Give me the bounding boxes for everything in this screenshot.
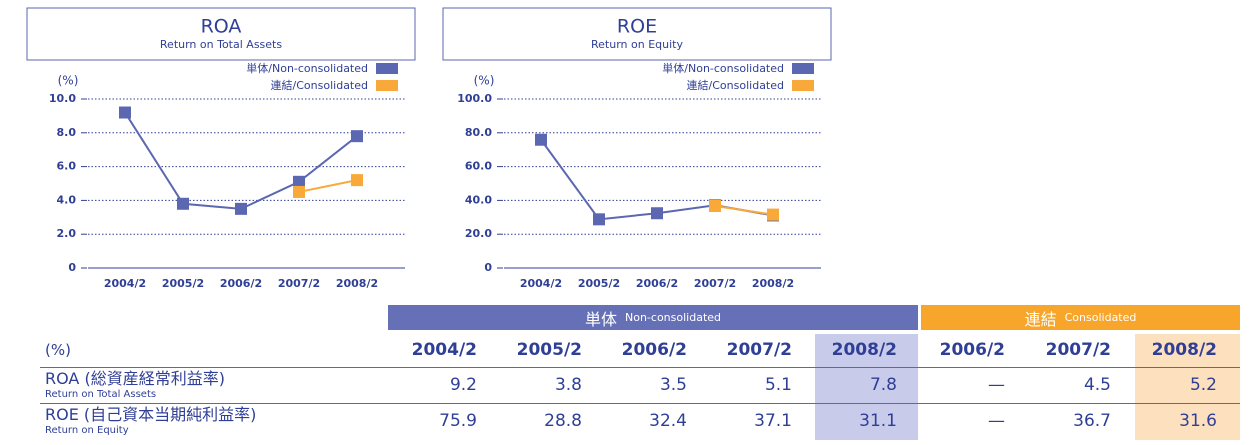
y-tick-label: 40.0	[465, 193, 492, 206]
legend-swatch	[376, 80, 398, 91]
y-tick-label: 10.0	[49, 92, 76, 105]
table-value: 7.8	[869, 375, 897, 395]
row-label: ROE (自己資本当期純利益率)	[45, 405, 257, 424]
group-subtitle: Non-consolidated	[625, 311, 722, 324]
legend-swatch	[376, 63, 398, 74]
x-tick-label: 2005/2	[578, 277, 620, 290]
table-value: —	[988, 375, 1005, 395]
y-tick-label: 0	[484, 261, 492, 274]
table-value: 3.5	[659, 375, 687, 395]
row-separator	[40, 367, 1240, 368]
series-line	[298, 179, 358, 193]
point-marker	[293, 185, 305, 198]
y-tick-label: 8.0	[57, 126, 77, 139]
table-value: 3.8	[554, 375, 582, 395]
x-tick-label: 2004/2	[104, 277, 146, 290]
column-header: 2004/2	[411, 340, 477, 360]
highlight	[1135, 334, 1240, 440]
row-sublabel: Return on Total Assets	[45, 389, 157, 400]
chart-title: ROA	[201, 16, 242, 38]
chart-subtitle: Return on Total Assets	[160, 38, 282, 51]
table-value: 9.2	[449, 375, 477, 395]
unit-label: (%)	[45, 341, 71, 359]
point-marker	[351, 130, 363, 143]
group-header: 単体 Non-consolidated	[388, 305, 918, 330]
table-value: 31.6	[1179, 411, 1217, 431]
point-marker	[293, 175, 305, 188]
legend-label: 連結/Consolidated	[687, 78, 784, 92]
column-header: 2006/2	[939, 340, 1005, 360]
chart-title: ROE	[617, 16, 657, 38]
point-marker	[767, 208, 779, 221]
table-value: 31.1	[859, 411, 897, 431]
y-tick-label: 100.0	[457, 92, 492, 105]
group-subtitle: Consolidated	[1064, 311, 1137, 324]
point-marker	[709, 199, 721, 212]
x-tick-label: 2007/2	[694, 277, 736, 290]
x-tick-label: 2006/2	[636, 277, 678, 290]
x-tick-label: 2006/2	[220, 277, 262, 290]
y-tick-label: 0	[68, 261, 76, 274]
table-value: 36.7	[1073, 411, 1111, 431]
legend-label: 単体/Non-consolidated	[246, 61, 368, 75]
legend-label: 単体/Non-consolidated	[662, 61, 784, 75]
point-marker	[351, 174, 363, 187]
legend-label: 連結/Consolidated	[271, 78, 368, 92]
group-title: 連結	[1024, 309, 1057, 329]
y-axis-label: (%)	[474, 74, 495, 88]
row-separator	[40, 403, 1240, 404]
table-value: 5.1	[764, 375, 792, 395]
chart-subtitle: Return on Equity	[591, 38, 683, 51]
series-line	[124, 111, 358, 210]
column-header: 2008/2	[831, 340, 897, 360]
series-line	[714, 204, 774, 216]
table-value: 4.5	[1083, 375, 1111, 395]
x-tick-label: 2005/2	[162, 277, 204, 290]
x-tick-label: 2008/2	[752, 277, 794, 290]
x-tick-label: 2008/2	[336, 277, 378, 290]
group-header: 連結 Consolidated	[921, 305, 1240, 330]
y-tick-label: 80.0	[465, 126, 492, 139]
point-marker	[535, 133, 547, 146]
row-label: ROA (総資産経常利益率)	[45, 369, 225, 388]
column-header: 2007/2	[1045, 340, 1111, 360]
point-marker	[177, 197, 189, 210]
y-tick-label: 20.0	[465, 227, 492, 240]
legend-swatch	[792, 63, 814, 74]
table-value: 5.2	[1189, 375, 1217, 395]
y-axis-label: (%)	[58, 74, 79, 88]
point-marker	[235, 202, 247, 215]
title-box	[442, 7, 832, 61]
point-marker	[593, 213, 605, 226]
table-value: 28.8	[544, 411, 582, 431]
highlight	[815, 334, 918, 440]
y-tick-label: 6.0	[57, 160, 77, 173]
table-value: 37.1	[754, 411, 792, 431]
column-header: 2007/2	[726, 340, 792, 360]
y-tick-label: 60.0	[465, 160, 492, 173]
x-tick-label: 2007/2	[278, 277, 320, 290]
table-value: —	[988, 411, 1005, 431]
table-value: 75.9	[439, 411, 477, 431]
point-marker	[651, 207, 663, 220]
table-value: 32.4	[649, 411, 687, 431]
column-header: 2005/2	[516, 340, 582, 360]
x-tick-label: 2004/2	[520, 277, 562, 290]
y-tick-label: 4.0	[57, 193, 77, 206]
y-tick-label: 2.0	[57, 227, 77, 240]
legend-swatch	[792, 80, 814, 91]
title-box	[26, 7, 416, 61]
row-sublabel: Return on Equity	[45, 425, 129, 436]
point-marker	[119, 106, 131, 119]
group-title: 単体	[584, 309, 617, 329]
column-header: 2008/2	[1151, 340, 1217, 360]
column-header: 2006/2	[621, 340, 687, 360]
